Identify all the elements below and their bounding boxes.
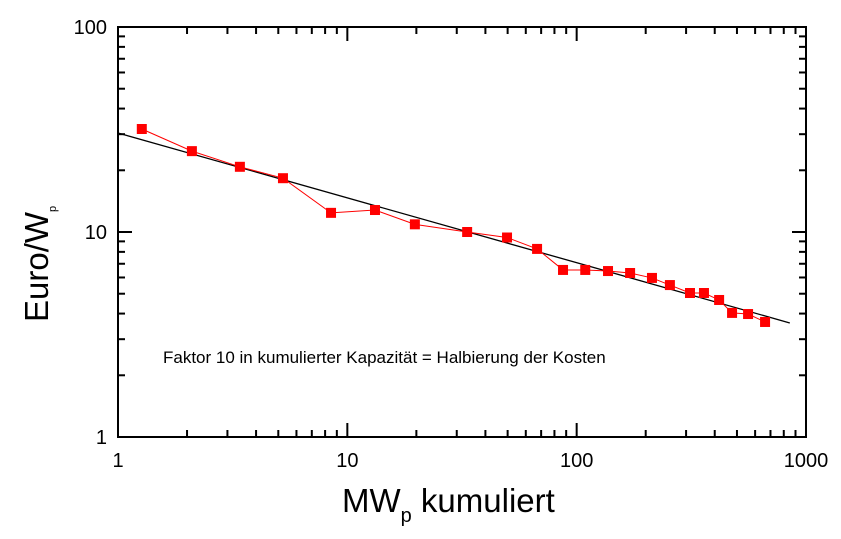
data-point — [502, 232, 513, 243]
x-tick-label: 1000 — [784, 450, 829, 472]
data-point — [625, 267, 636, 278]
data-point — [186, 146, 197, 157]
data-point — [714, 294, 725, 305]
axis-ticks — [118, 27, 806, 437]
x-tick-labels: 1 10 100 1000 — [112, 450, 828, 472]
annotation: Faktor 10 in kumulierter Kapazität = Hal… — [163, 348, 606, 367]
fit-line — [117, 132, 790, 324]
data-point — [462, 227, 473, 237]
y-tick-label: 100 — [74, 17, 107, 39]
x-axis-label: MWp kumuliert — [342, 482, 555, 527]
data-point — [277, 173, 288, 184]
data-point — [727, 307, 738, 318]
y-tick-label: 10 — [85, 222, 107, 244]
data-point — [698, 288, 709, 299]
x-tick-label: 1 — [112, 450, 123, 472]
plot-frame — [117, 26, 807, 438]
data-point — [646, 272, 657, 283]
data-point — [603, 266, 614, 277]
y-axis-label: Euro/Wp — [18, 206, 59, 322]
x-tick-label: 10 — [336, 450, 358, 472]
x-tick-label: 100 — [560, 450, 593, 472]
data-point — [136, 124, 147, 135]
y-tick-labels: 1 10 100 — [74, 17, 107, 449]
data-point — [580, 264, 591, 275]
y-label-main: Euro/W — [18, 211, 55, 322]
data-point — [532, 243, 543, 254]
data-point — [409, 219, 420, 230]
data-point — [664, 280, 675, 291]
x-label-rest: kumuliert — [412, 482, 555, 519]
y-tick-label: 1 — [96, 427, 107, 449]
series-layer — [117, 124, 790, 327]
data-point — [234, 161, 245, 172]
y-label-sub: p — [47, 206, 59, 212]
data-point — [369, 205, 380, 216]
data-point — [326, 207, 337, 218]
data-line — [141, 128, 766, 323]
x-label-main: MW — [342, 482, 401, 519]
data-point — [684, 288, 695, 299]
x-label-sub: p — [401, 505, 412, 527]
data-point — [760, 316, 771, 327]
data-point — [743, 309, 754, 320]
data-point — [558, 264, 569, 275]
